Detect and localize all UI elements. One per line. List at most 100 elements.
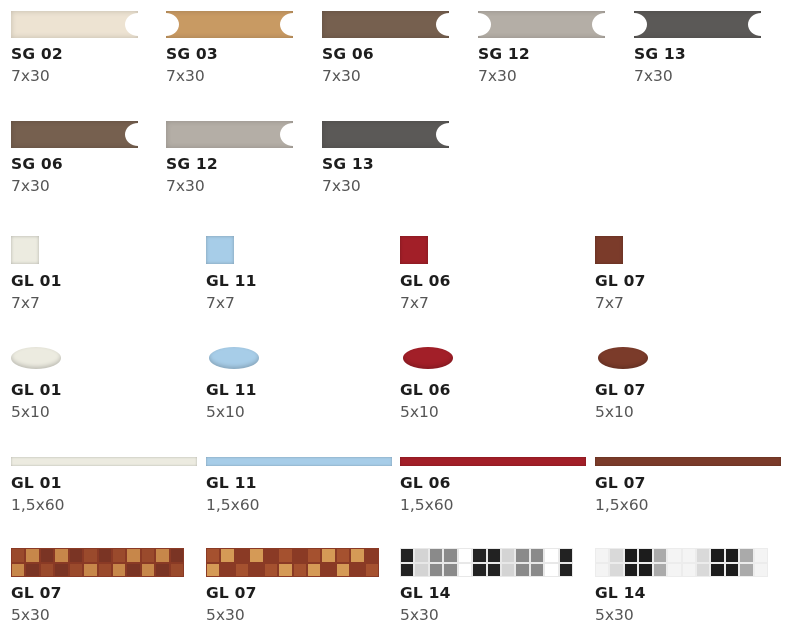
mosaic-chip <box>458 549 472 562</box>
mosaic-chip <box>429 549 443 562</box>
mosaic-chip <box>69 563 83 576</box>
tile-code: SG 06 <box>322 45 374 63</box>
mosaic-chip <box>322 563 335 576</box>
mosaic-chip <box>487 563 500 576</box>
tile-code: GL 01 <box>11 272 62 290</box>
mosaic-chip <box>725 563 739 576</box>
tile-sg12: SG 12 7x30 <box>166 121 293 195</box>
tile-size: 5x30 <box>400 606 439 624</box>
tile-swatch <box>478 11 605 38</box>
tile-gl14-mosaic: GL 14 5x30 <box>400 548 573 624</box>
mosaic-chip <box>336 549 350 562</box>
mosaic-chip <box>293 563 306 576</box>
mosaic-chip <box>40 549 54 562</box>
tile-swatch <box>166 121 293 148</box>
mosaic-chip <box>444 563 457 576</box>
mosaic-chip <box>170 549 183 562</box>
tile-sg06: SG 06 7x30 <box>322 11 449 85</box>
tile-code: GL 07 <box>595 272 646 290</box>
mosaic-chip <box>98 549 111 562</box>
mosaic-chip <box>207 549 220 562</box>
tile-code: GL 14 <box>400 584 451 602</box>
mosaic-chip <box>501 549 515 562</box>
tile-gl06-oval: GL 06 5x10 <box>400 347 453 421</box>
tile-size: 1,5x60 <box>11 496 65 514</box>
mosaic-chip <box>682 563 695 576</box>
mosaic-chip <box>401 549 414 562</box>
tile-size: 7x30 <box>11 67 50 85</box>
mosaic-chip <box>279 563 292 576</box>
mosaic-chip <box>141 549 155 562</box>
tile-gl06-strip: GL 06 1,5x60 <box>400 457 586 514</box>
tile-swatch <box>11 121 138 148</box>
tile-gl07-oval: GL 07 5x10 <box>595 347 648 421</box>
mosaic-chip <box>473 563 486 576</box>
tile-size: 5x30 <box>206 606 245 624</box>
mosaic-chip <box>458 563 472 576</box>
mosaic-chip <box>668 563 681 576</box>
mosaic-chip <box>725 549 739 562</box>
mosaic-chip <box>55 549 68 562</box>
mosaic-chip <box>156 563 169 576</box>
tile-size: 1,5x60 <box>206 496 260 514</box>
tile-gl07-mosaic: GL 07 5x30 <box>206 548 379 624</box>
tile-code: SG 03 <box>166 45 218 63</box>
mosaic-chip <box>596 549 609 562</box>
mosaic-chip <box>668 549 681 562</box>
mosaic-chip <box>596 563 609 576</box>
tile-gl11-oval: GL 11 5x10 <box>206 347 259 421</box>
mosaic-chip <box>279 549 292 562</box>
mosaic-chip <box>207 563 220 576</box>
mosaic-chip <box>639 549 652 562</box>
tile-size: 7x30 <box>478 67 517 85</box>
tile-code: GL 11 <box>206 474 257 492</box>
tile-sg03: SG 03 7x30 <box>166 11 293 85</box>
tile-size: 1,5x60 <box>400 496 454 514</box>
mosaic-chip <box>307 549 321 562</box>
tile-sg13: SG 13 7x30 <box>634 11 761 85</box>
mosaic-chip <box>473 549 486 562</box>
mosaic-chip <box>40 563 54 576</box>
tile-code: GL 01 <box>11 474 62 492</box>
tile-code: GL 07 <box>595 474 646 492</box>
tile-code: GL 14 <box>595 584 646 602</box>
mosaic-chip <box>754 563 767 576</box>
mosaic-chip <box>415 563 428 576</box>
mosaic-chip <box>26 549 39 562</box>
mosaic-chip <box>141 563 155 576</box>
tile-swatch <box>11 11 138 38</box>
mosaic-chip <box>740 549 753 562</box>
tile-code: GL 06 <box>400 272 451 290</box>
tile-size: 7x30 <box>166 67 205 85</box>
mosaic-chip <box>322 549 335 562</box>
mosaic-chip <box>98 563 111 576</box>
tile-sg02: SG 02 7x30 <box>11 11 138 85</box>
tile-size: 1,5x60 <box>595 496 649 514</box>
tile-code: SG 13 <box>634 45 686 63</box>
tile-size: 7x30 <box>11 177 50 195</box>
tile-size: 5x10 <box>11 403 50 421</box>
mosaic-chip <box>336 563 350 576</box>
tile-swatch <box>400 457 586 466</box>
mosaic-chip <box>429 563 443 576</box>
tile-code: GL 07 <box>206 584 257 602</box>
tile-code: SG 13 <box>322 155 374 173</box>
mosaic-chip <box>84 563 97 576</box>
tile-size: 7x30 <box>166 177 205 195</box>
mosaic-chip <box>170 563 183 576</box>
mosaic-chip <box>69 549 83 562</box>
mosaic-chip <box>740 563 753 576</box>
mosaic-chip <box>610 549 623 562</box>
tile-gl14-mosaic: GL 14 5x30 <box>595 548 768 624</box>
tile-code: GL 11 <box>206 272 257 290</box>
mosaic-chip <box>127 563 140 576</box>
mosaic-chip <box>530 563 544 576</box>
mosaic-chip <box>545 563 558 576</box>
mosaic-chip <box>516 563 529 576</box>
tile-mosaic <box>400 548 573 577</box>
mosaic-chip <box>754 549 767 562</box>
tile-gl07-strip: GL 07 1,5x60 <box>595 457 781 514</box>
tile-swatch <box>322 11 449 38</box>
tile-gl01-square: GL 01 7x7 <box>11 236 61 312</box>
tile-gl11-square: GL 11 7x7 <box>206 236 256 312</box>
